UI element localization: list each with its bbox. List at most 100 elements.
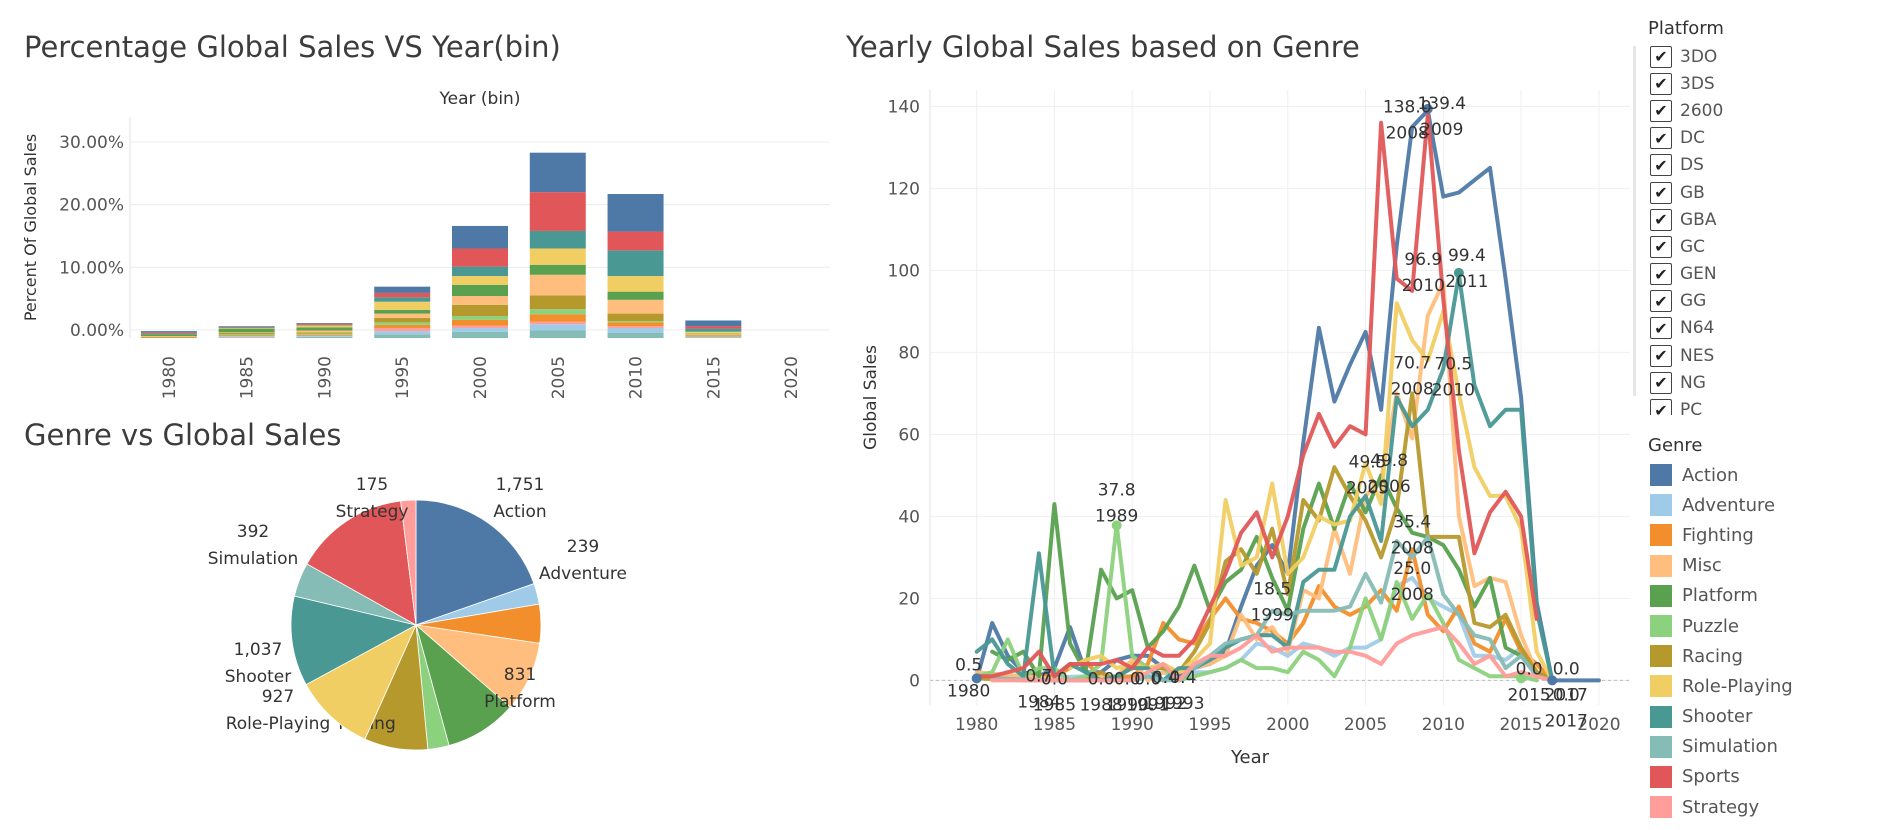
platform-label: DC [1680, 128, 1705, 149]
bar-segment-platform [529, 264, 586, 275]
bar-segment-puzzle [218, 334, 275, 336]
platform-label: PC [1680, 400, 1703, 415]
bar-segment-adventure [529, 324, 586, 331]
platform-option-pc[interactable]: ✔ PC [1640, 396, 1880, 415]
legend-item-misc[interactable]: Misc [1640, 551, 1880, 581]
platform-option-ds[interactable]: ✔ DS [1640, 152, 1880, 179]
checkbox-checked-icon[interactable]: ✔ [1650, 72, 1672, 95]
line-x-tick-label: 1995 [1188, 715, 1231, 735]
checkbox-checked-icon[interactable]: ✔ [1650, 127, 1672, 150]
legend-item-platform[interactable]: Platform [1640, 581, 1880, 611]
legend-swatch [1650, 765, 1672, 788]
platform-option-gb[interactable]: ✔ GB [1640, 179, 1880, 206]
legend-label: Puzzle [1682, 615, 1739, 637]
line-annotation-year: 2006 [1367, 477, 1410, 497]
bar-chart-title: Percentage Global Sales VS Year(bin) [24, 30, 561, 64]
bar-x-tick-label: 2005 [549, 356, 569, 399]
bar-segment-adventure [685, 336, 742, 338]
bar-segment-racing [218, 332, 275, 335]
legend-label: Adventure [1682, 494, 1776, 516]
bar-segment-racing [296, 332, 353, 334]
pie-chart: 1,751Action239Adventure831Platform732Rac… [208, 475, 627, 751]
platform-option-gba[interactable]: ✔ GBA [1640, 206, 1880, 233]
platform-option-3ds[interactable]: ✔ 3DS [1640, 70, 1880, 97]
line-annotation-year: 1993 [1161, 694, 1204, 714]
checkbox-checked-icon[interactable]: ✔ [1650, 290, 1672, 313]
bar-segment-sports [218, 326, 275, 328]
line-highlight-point [1111, 520, 1122, 531]
legend-item-simulation[interactable]: Simulation [1640, 732, 1880, 762]
line-annotation-value: 0.0 [1553, 659, 1580, 679]
legend-swatch [1650, 705, 1672, 728]
legend-item-adventure[interactable]: Adventure [1640, 490, 1880, 520]
line-highlight-point [1516, 673, 1527, 684]
platform-option-nes[interactable]: ✔ NES [1640, 342, 1880, 369]
checkbox-checked-icon[interactable]: ✔ [1650, 208, 1672, 231]
legend-item-action[interactable]: Action [1640, 460, 1880, 490]
platform-option-ng[interactable]: ✔ NG [1640, 369, 1880, 396]
pie-category-label: Simulation [208, 549, 299, 569]
line-y-tick-label: 120 [888, 179, 920, 199]
bar-segment-role-playing [685, 331, 742, 334]
platform-label: GB [1680, 182, 1705, 203]
line-series-role-playing [1068, 301, 1555, 683]
line-series-adventure [1021, 575, 1555, 683]
legend-label: Misc [1682, 555, 1722, 577]
bar-x-tick-label: 1990 [315, 356, 335, 399]
bar-segment-shooter [452, 266, 508, 277]
legend-label: Racing [1682, 645, 1743, 667]
checkbox-checked-icon[interactable]: ✔ [1650, 344, 1672, 367]
platform-filter-header: Platform [1648, 18, 1724, 39]
line-chart-title: Yearly Global Sales based on Genre [846, 30, 1360, 64]
platform-option-dc[interactable]: ✔ DC [1640, 125, 1880, 152]
bar-y-axis-title: Percent Of Global Sales [21, 134, 40, 321]
line-x-tick-label: 2010 [1422, 715, 1465, 735]
line-annotation-year: 1992 [1144, 694, 1187, 714]
bar-segment-action [529, 152, 586, 193]
line-annotation-value: 37.8 [1098, 480, 1136, 500]
checkbox-checked-icon[interactable]: ✔ [1650, 99, 1672, 122]
legend-item-role-playing[interactable]: Role-Playing [1640, 671, 1880, 701]
line-annotation-year: 2008 [1391, 380, 1434, 400]
pie-slice-sports [306, 500, 417, 626]
checkbox-checked-icon[interactable]: ✔ [1650, 235, 1672, 258]
bar-segment-misc [607, 299, 664, 314]
checkbox-checked-icon[interactable]: ✔ [1650, 399, 1672, 415]
bar-segment-sports [374, 292, 431, 298]
checkbox-checked-icon[interactable]: ✔ [1650, 317, 1672, 340]
platform-option-gc[interactable]: ✔ GC [1640, 233, 1880, 260]
legend-item-racing[interactable]: Racing [1640, 641, 1880, 671]
platform-option-gg[interactable]: ✔ GG [1640, 288, 1880, 315]
bar-segment-role-playing [296, 325, 353, 328]
line-annotation-year: 2010 [1402, 276, 1445, 296]
platform-option-n64[interactable]: ✔ N64 [1640, 315, 1880, 342]
legend-item-shooter[interactable]: Shooter [1640, 702, 1880, 732]
platform-option-3do[interactable]: ✔ 3DO [1640, 43, 1880, 70]
legend-item-strategy[interactable]: Strategy [1640, 792, 1880, 822]
bar-segment-puzzle [296, 333, 353, 335]
legend-item-fighting[interactable]: Fighting [1640, 520, 1880, 550]
bar-segment-strategy [218, 336, 275, 337]
line-series-sports [974, 112, 1539, 679]
checkbox-checked-icon[interactable]: ✔ [1650, 263, 1672, 286]
checkbox-checked-icon[interactable]: ✔ [1650, 45, 1672, 68]
checkbox-checked-icon[interactable]: ✔ [1650, 181, 1672, 204]
bar-segment-sports [607, 231, 664, 251]
bar-segment-sports [452, 248, 508, 267]
pie-category-label: Action [493, 502, 546, 522]
line-annotation-year: 2011 [1445, 272, 1488, 292]
line-series-strategy [990, 625, 1555, 683]
platform-option-gen[interactable]: ✔ GEN [1640, 261, 1880, 288]
platform-option-2600[interactable]: ✔ 2600 [1640, 97, 1880, 124]
legend-item-sports[interactable]: Sports [1640, 762, 1880, 792]
checkbox-checked-icon[interactable]: ✔ [1650, 371, 1672, 394]
bar-segment-platform [140, 334, 197, 337]
line-x-tick-label: 2020 [1577, 715, 1620, 735]
legend-swatch [1650, 584, 1672, 607]
bar-segment-racing [529, 295, 586, 310]
legend-item-puzzle[interactable]: Puzzle [1640, 611, 1880, 641]
bar-segment-fighting [296, 334, 353, 336]
bar-segment-adventure [296, 336, 353, 337]
checkbox-checked-icon[interactable]: ✔ [1650, 154, 1672, 177]
platform-scrollbar[interactable] [1633, 46, 1636, 396]
